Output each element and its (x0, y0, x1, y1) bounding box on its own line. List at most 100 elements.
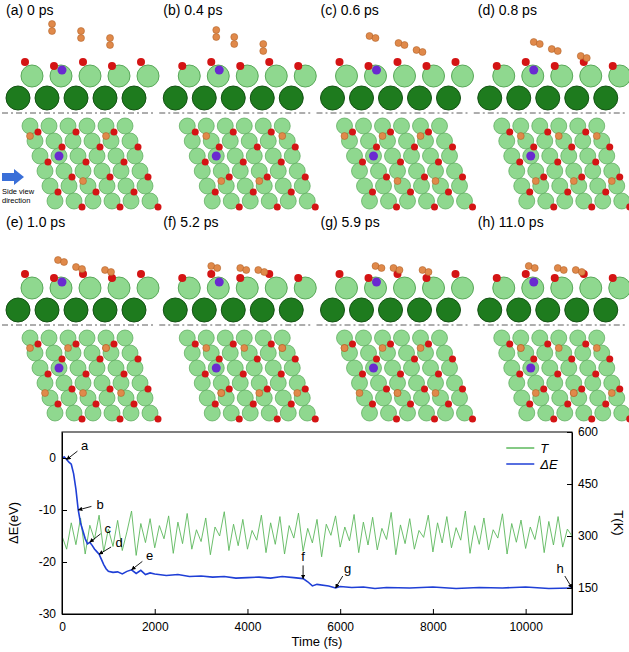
tick-mark (62, 614, 67, 615)
atom (51, 360, 67, 376)
atom (111, 129, 118, 136)
atom (519, 405, 535, 421)
atom (369, 152, 378, 161)
atom (230, 341, 237, 348)
atom (606, 144, 613, 151)
atom (135, 356, 142, 363)
atom (578, 269, 585, 276)
atom (568, 144, 575, 151)
atom (595, 193, 611, 209)
atom (365, 62, 373, 70)
atom (270, 163, 286, 179)
side-view (321, 263, 474, 323)
atom (519, 193, 535, 209)
label-patch (162, 1, 223, 19)
legend-label: T (540, 441, 549, 456)
atom (45, 159, 52, 166)
separator (474, 113, 627, 114)
panel-label: (b) 0.4 ps (163, 2, 222, 18)
atom (163, 298, 187, 322)
atom (103, 345, 110, 352)
axis-line (62, 433, 63, 615)
tick: 600 (567, 425, 598, 439)
atom (41, 330, 57, 346)
atom (554, 48, 561, 55)
atom (226, 174, 233, 181)
atom (58, 66, 67, 75)
atom (550, 416, 557, 423)
tick-label: 150 (578, 581, 598, 595)
tick: 0 (49, 451, 67, 465)
atom (79, 204, 86, 211)
side-view (478, 263, 629, 323)
atom (585, 375, 601, 391)
atom (362, 193, 378, 209)
atom (292, 144, 299, 151)
atom (294, 390, 310, 406)
legend: TΔE (506, 441, 558, 472)
atom (432, 330, 448, 346)
x-axis: 0200040006000800010000 (59, 609, 572, 634)
panel-label: (h) 11.0 ps (478, 214, 544, 230)
atom (302, 174, 309, 181)
atom (69, 174, 76, 181)
atom (265, 65, 287, 87)
atom (261, 269, 268, 276)
atom (284, 360, 300, 376)
atom (531, 265, 538, 272)
atom (432, 118, 448, 134)
annotation-label: d (115, 535, 122, 550)
atom (103, 133, 119, 149)
atom (113, 375, 129, 391)
atom (279, 298, 303, 322)
atom (393, 204, 400, 211)
atom (65, 345, 72, 352)
atom (284, 148, 300, 164)
atom (442, 360, 458, 376)
atom (493, 274, 501, 282)
atom (79, 266, 86, 273)
atom (349, 341, 356, 348)
atom (517, 133, 524, 140)
atom (418, 345, 434, 361)
tick: 6000 (327, 609, 354, 634)
atom (55, 364, 64, 373)
atom (418, 133, 434, 149)
separator (474, 325, 627, 326)
atom (582, 341, 589, 348)
atom (551, 62, 559, 70)
atom (35, 298, 59, 322)
atom (459, 386, 466, 393)
atom (342, 345, 358, 361)
atom (65, 345, 81, 361)
tick-label: 2000 (142, 620, 169, 634)
atom (83, 159, 90, 166)
atom (516, 159, 523, 166)
snapshot-panel: (c) 0.6 ps (317, 1, 477, 211)
annotation-arrow (132, 561, 143, 569)
atom (207, 65, 229, 87)
annotation-label: b (97, 497, 104, 512)
atom (373, 144, 380, 151)
atom (544, 129, 551, 136)
annotation-arrow (99, 547, 111, 554)
y-axis: -30-20-100 (39, 433, 67, 622)
atom (540, 386, 547, 393)
view-label: Side viewdirection (2, 187, 35, 205)
atom (356, 330, 372, 346)
atom (570, 390, 577, 397)
atom (59, 356, 66, 363)
atom (55, 152, 64, 161)
atom (452, 58, 460, 66)
atom (41, 118, 57, 134)
atom (113, 163, 129, 179)
atom (431, 204, 438, 211)
atom (236, 62, 244, 70)
atom (580, 65, 602, 87)
atom (428, 375, 444, 391)
atom (526, 364, 535, 373)
atom (551, 274, 559, 282)
atom (544, 341, 551, 348)
atom (270, 375, 286, 391)
atom (517, 345, 524, 352)
